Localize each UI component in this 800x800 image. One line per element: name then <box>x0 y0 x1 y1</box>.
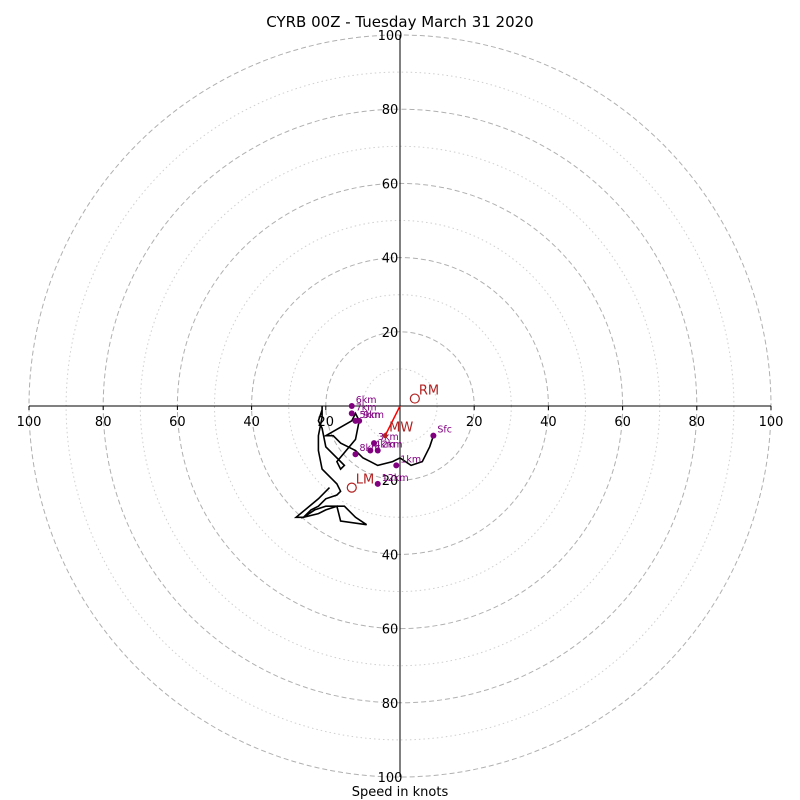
y-tick-label: 80 <box>382 697 399 712</box>
storm-motion-marker <box>382 433 388 439</box>
y-tick-label: 60 <box>382 177 399 192</box>
x-tick-label: 60 <box>169 415 186 430</box>
height-marker-dot <box>374 480 381 487</box>
y-tick-label: 80 <box>382 103 399 118</box>
height-marker-1km: 1km <box>393 454 421 469</box>
height-marker-dot <box>356 417 363 424</box>
height-marker-3km: 3km <box>371 432 399 447</box>
shear-vector <box>384 405 401 437</box>
y-tick-label: 40 <box>382 548 399 563</box>
height-marker-label: 12km <box>382 473 409 484</box>
y-tick-label: 40 <box>382 252 399 267</box>
y-tick-label: 20 <box>382 474 399 489</box>
x-tick-label: 60 <box>614 415 631 430</box>
height-marker-dot <box>430 432 437 439</box>
height-marker-label: 4km <box>374 440 395 451</box>
x-tick-label: 80 <box>689 415 706 430</box>
height-marker-label: 8km <box>359 443 380 454</box>
height-marker-8km: 8km <box>352 443 380 458</box>
height-marker-dot <box>367 447 374 454</box>
x-tick-label: 100 <box>17 415 42 430</box>
height-marker-dot <box>348 410 355 417</box>
y-tick-label: 100 <box>378 29 403 44</box>
storm-motion-marker <box>346 482 357 493</box>
height-marker-dot <box>393 462 400 469</box>
x-axis-label: Speed in knots <box>352 785 449 800</box>
storm-motion-marker <box>409 393 420 404</box>
height-marker-label: 2km <box>382 440 403 451</box>
shear-vector-line <box>384 405 401 437</box>
x-tick-label: 100 <box>759 415 784 430</box>
height-marker-9km: 9km <box>356 410 384 424</box>
height-marker-label: 3km <box>378 432 399 443</box>
hodograph-trace <box>293 406 435 526</box>
x-tick-label: 80 <box>95 415 112 430</box>
storm-motion-rm: RM <box>409 384 439 404</box>
height-marker-dot <box>374 447 381 454</box>
height-marker-label: 9km <box>363 410 384 421</box>
height-marker-label: 7km <box>356 402 377 413</box>
height-marker-label: 1km <box>400 454 421 465</box>
height-marker-label: Sfc <box>437 425 452 436</box>
x-tick-label: 40 <box>243 415 260 430</box>
height-marker-6km: 6km <box>348 395 377 409</box>
height-marker-sfc: Sfc <box>430 425 452 439</box>
y-tick-label: 100 <box>378 771 403 786</box>
height-marker-dot <box>348 403 355 409</box>
height-marker-12km: 12km <box>374 473 409 487</box>
storm-motion-lm: LM <box>346 473 374 493</box>
height-marker-dot <box>371 440 378 447</box>
storm-motion-mw: MW <box>382 421 413 439</box>
height-marker-dot <box>352 451 359 458</box>
height-marker-label: 6km <box>356 395 377 406</box>
y-tick-label: 20 <box>382 326 399 341</box>
chart-title: CYRB 00Z - Tuesday March 31 2020 <box>266 13 533 31</box>
x-tick-label: 20 <box>466 415 483 430</box>
x-tick-label: 40 <box>540 415 557 430</box>
height-marker-4km: 4km <box>367 440 395 454</box>
hodograph-line <box>293 406 435 526</box>
height-marker-2km: 2km <box>374 440 403 454</box>
y-tick-label: 60 <box>382 623 399 638</box>
storm-motion-label: MW <box>389 421 413 436</box>
height-marker-7km: 7km <box>348 402 377 417</box>
height-marker-label: 5km <box>359 410 380 421</box>
storm-motion-markers: RM LM MW <box>346 384 439 493</box>
storm-motion-label: LM <box>356 473 374 488</box>
storm-motion-label: RM <box>419 384 439 399</box>
